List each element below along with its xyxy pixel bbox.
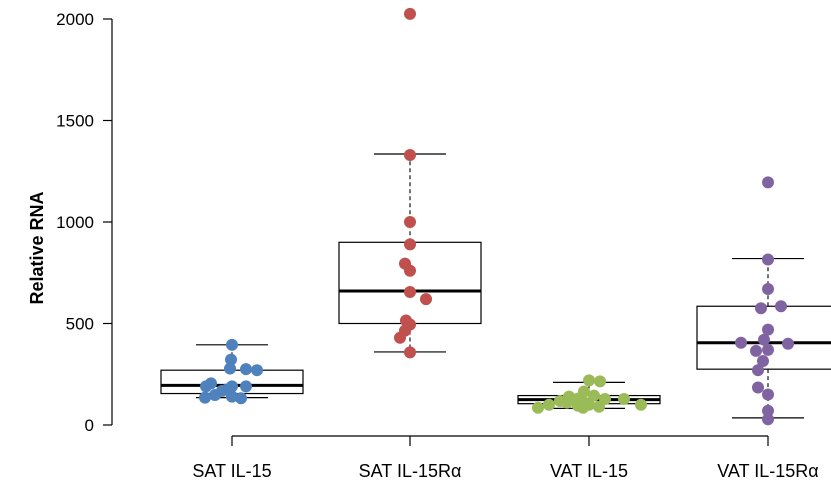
data-point: [209, 388, 221, 401]
data-point: [762, 176, 774, 189]
data-point: [755, 302, 767, 315]
data-point: [420, 293, 432, 306]
data-point: [240, 380, 252, 393]
box-group: [338, 7, 482, 359]
data-point: [762, 343, 774, 356]
data-point: [404, 346, 416, 359]
data-point: [635, 398, 647, 411]
data-point: [404, 216, 416, 228]
data-point: [224, 362, 236, 375]
plot-area: [160, 7, 831, 426]
data-point: [762, 323, 774, 336]
data-point: [404, 149, 416, 162]
box-group: [517, 374, 661, 414]
data-point: [226, 338, 238, 351]
data-point: [394, 331, 406, 344]
y-axis: 0 500 1000 1500 2000: [56, 10, 113, 435]
data-point: [404, 286, 416, 299]
data-point: [757, 355, 769, 368]
data-point: [762, 253, 774, 266]
data-point: [758, 333, 770, 346]
data-point: [782, 337, 794, 350]
data-point: [199, 391, 211, 404]
data-point: [762, 282, 774, 295]
x-category-label: VAT IL-15: [550, 461, 628, 481]
data-point: [594, 375, 606, 388]
y-tick-label: 0: [85, 416, 94, 435]
x-category-label: SAT IL-15Rα: [359, 461, 462, 481]
data-point: [235, 392, 247, 405]
y-axis-title: Relative RNA: [27, 191, 47, 304]
data-point: [750, 344, 762, 357]
box-group: [160, 338, 304, 405]
data-point: [752, 381, 764, 394]
data-point: [543, 398, 555, 411]
interquartile-box: [338, 241, 482, 325]
data-point: [200, 380, 212, 393]
data-point: [593, 400, 605, 413]
data-point: [735, 336, 747, 349]
x-axis: SAT IL-15 SAT IL-15Rα VAT IL-15 VAT IL-15Rα: [192, 435, 819, 481]
data-point: [762, 413, 774, 426]
data-point: [240, 363, 252, 376]
data-point: [762, 404, 774, 417]
data-point: [762, 388, 774, 401]
y-tick-label: 1000: [56, 213, 94, 232]
data-point: [404, 238, 416, 251]
y-tick-label: 2000: [56, 10, 94, 29]
y-tick-label: 1500: [56, 112, 94, 131]
data-point: [583, 374, 595, 387]
data-point: [775, 300, 787, 313]
data-point: [532, 401, 544, 414]
data-point: [404, 7, 416, 20]
data-point: [226, 380, 238, 393]
y-tick-label: 500: [66, 315, 94, 334]
data-point: [577, 401, 589, 414]
data-point: [561, 396, 573, 409]
data-point: [251, 364, 263, 377]
x-category-label: VAT IL-15Rα: [717, 461, 818, 481]
data-point: [618, 393, 630, 406]
data-point: [588, 389, 600, 402]
box-group: [696, 176, 831, 426]
data-point: [225, 353, 237, 366]
data-point: [404, 264, 416, 277]
x-category-label: SAT IL-15: [192, 461, 271, 481]
data-point: [752, 364, 764, 377]
data-point: [226, 390, 238, 403]
